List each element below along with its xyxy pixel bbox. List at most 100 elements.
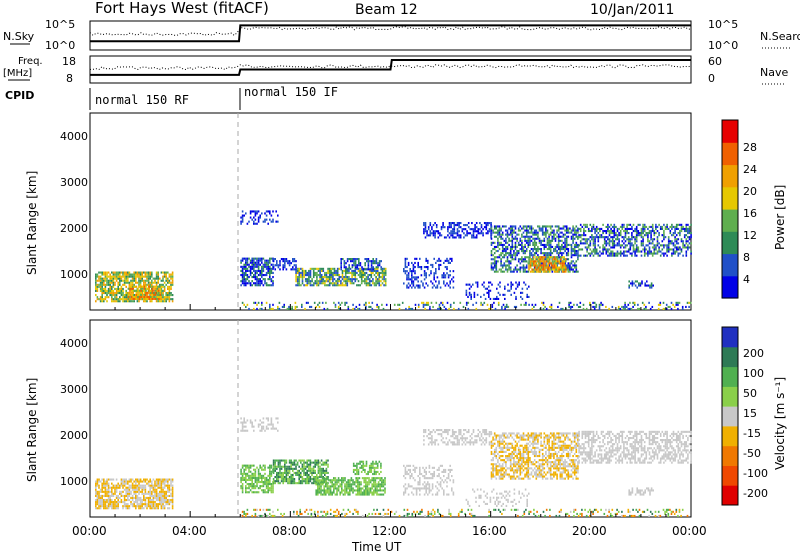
data-cell xyxy=(253,476,255,479)
data-cell xyxy=(311,278,313,281)
data-cell xyxy=(259,429,261,432)
data-cell xyxy=(288,307,290,310)
data-cell xyxy=(130,281,132,284)
data-cell xyxy=(146,287,149,290)
data-cell xyxy=(111,486,113,489)
data-cell xyxy=(597,236,600,239)
data-cell xyxy=(556,243,558,246)
data-cell xyxy=(303,480,305,483)
data-cell xyxy=(677,223,680,226)
data-cell xyxy=(328,278,331,281)
data-cell xyxy=(616,242,619,245)
data-cell xyxy=(623,250,625,253)
data-cell xyxy=(589,303,591,306)
data-cell xyxy=(565,268,568,271)
data-cell xyxy=(135,271,137,274)
data-cell xyxy=(296,267,299,270)
data-cell xyxy=(518,283,520,286)
data-cell xyxy=(168,285,171,288)
colorbar-swatch xyxy=(722,164,738,188)
data-cell xyxy=(272,491,274,494)
data-cell xyxy=(384,282,387,285)
data-cell xyxy=(241,421,244,424)
data-cell xyxy=(677,307,679,310)
data-cell xyxy=(578,236,580,239)
data-cell xyxy=(569,307,572,310)
data-cell xyxy=(519,266,522,269)
data-cell xyxy=(241,427,244,430)
data-cell xyxy=(160,486,163,489)
data-cell xyxy=(591,227,593,230)
data-cell xyxy=(270,470,273,473)
data-cell xyxy=(641,301,644,304)
data-cell xyxy=(607,250,609,253)
data-cell xyxy=(109,277,111,280)
data-cell xyxy=(106,275,108,278)
data-cell xyxy=(362,269,365,272)
data-cell xyxy=(561,270,564,273)
data-cell xyxy=(569,264,571,267)
data-cell xyxy=(344,280,347,283)
power-cbar-tick-4: 4 xyxy=(743,273,750,286)
data-cell xyxy=(533,268,535,271)
data-cell xyxy=(135,490,137,493)
data-cell xyxy=(341,284,344,287)
data-cell xyxy=(515,297,517,300)
data-cell xyxy=(439,259,442,262)
data-cell xyxy=(577,227,579,230)
data-cell xyxy=(167,478,169,481)
data-cell xyxy=(540,241,542,244)
data-cell xyxy=(249,212,252,215)
data-cell xyxy=(246,491,249,494)
data-cell xyxy=(106,289,108,292)
data-cell xyxy=(685,223,688,226)
data-cell xyxy=(647,254,649,257)
data-cell xyxy=(146,271,148,274)
data-cell xyxy=(309,280,312,283)
data-cell xyxy=(524,256,526,259)
data-cell xyxy=(123,496,126,499)
data-cell xyxy=(443,236,446,239)
data-cell xyxy=(602,232,604,235)
data-cell xyxy=(163,296,166,299)
data-cell xyxy=(355,305,358,308)
data-cell xyxy=(663,252,665,255)
data-cell xyxy=(526,295,528,298)
data-cell xyxy=(675,246,678,249)
data-cell xyxy=(464,228,467,231)
data-cell xyxy=(314,469,316,472)
data-cell xyxy=(652,284,654,287)
data-cell xyxy=(434,222,436,225)
data-cell xyxy=(306,278,309,281)
data-cell xyxy=(143,295,146,298)
data-cell xyxy=(488,293,490,296)
data-cell xyxy=(351,260,354,263)
data-cell xyxy=(303,465,305,468)
data-cell xyxy=(498,241,501,244)
data-cell xyxy=(669,248,672,251)
data-cell xyxy=(162,283,164,286)
data-cell xyxy=(653,244,656,247)
data-cell xyxy=(130,484,132,487)
data-cell xyxy=(251,421,253,424)
data-cell xyxy=(594,246,596,249)
data-cell xyxy=(519,237,522,240)
data-cell xyxy=(265,476,268,479)
data-cell xyxy=(451,230,454,233)
data-cell xyxy=(107,279,110,282)
data-cell xyxy=(287,469,289,472)
data-cell xyxy=(130,283,132,286)
data-cell xyxy=(293,471,296,474)
data-cell xyxy=(308,278,310,281)
data-cell xyxy=(265,274,268,277)
data-cell xyxy=(253,261,255,264)
data-cell xyxy=(370,280,373,283)
data-cell xyxy=(419,257,421,260)
data-cell xyxy=(136,486,139,489)
data-cell xyxy=(154,281,156,284)
data-cell xyxy=(112,486,115,489)
data-cell xyxy=(315,479,317,482)
data-cell xyxy=(259,487,261,490)
data-cell xyxy=(170,501,172,504)
data-cell xyxy=(599,246,601,249)
